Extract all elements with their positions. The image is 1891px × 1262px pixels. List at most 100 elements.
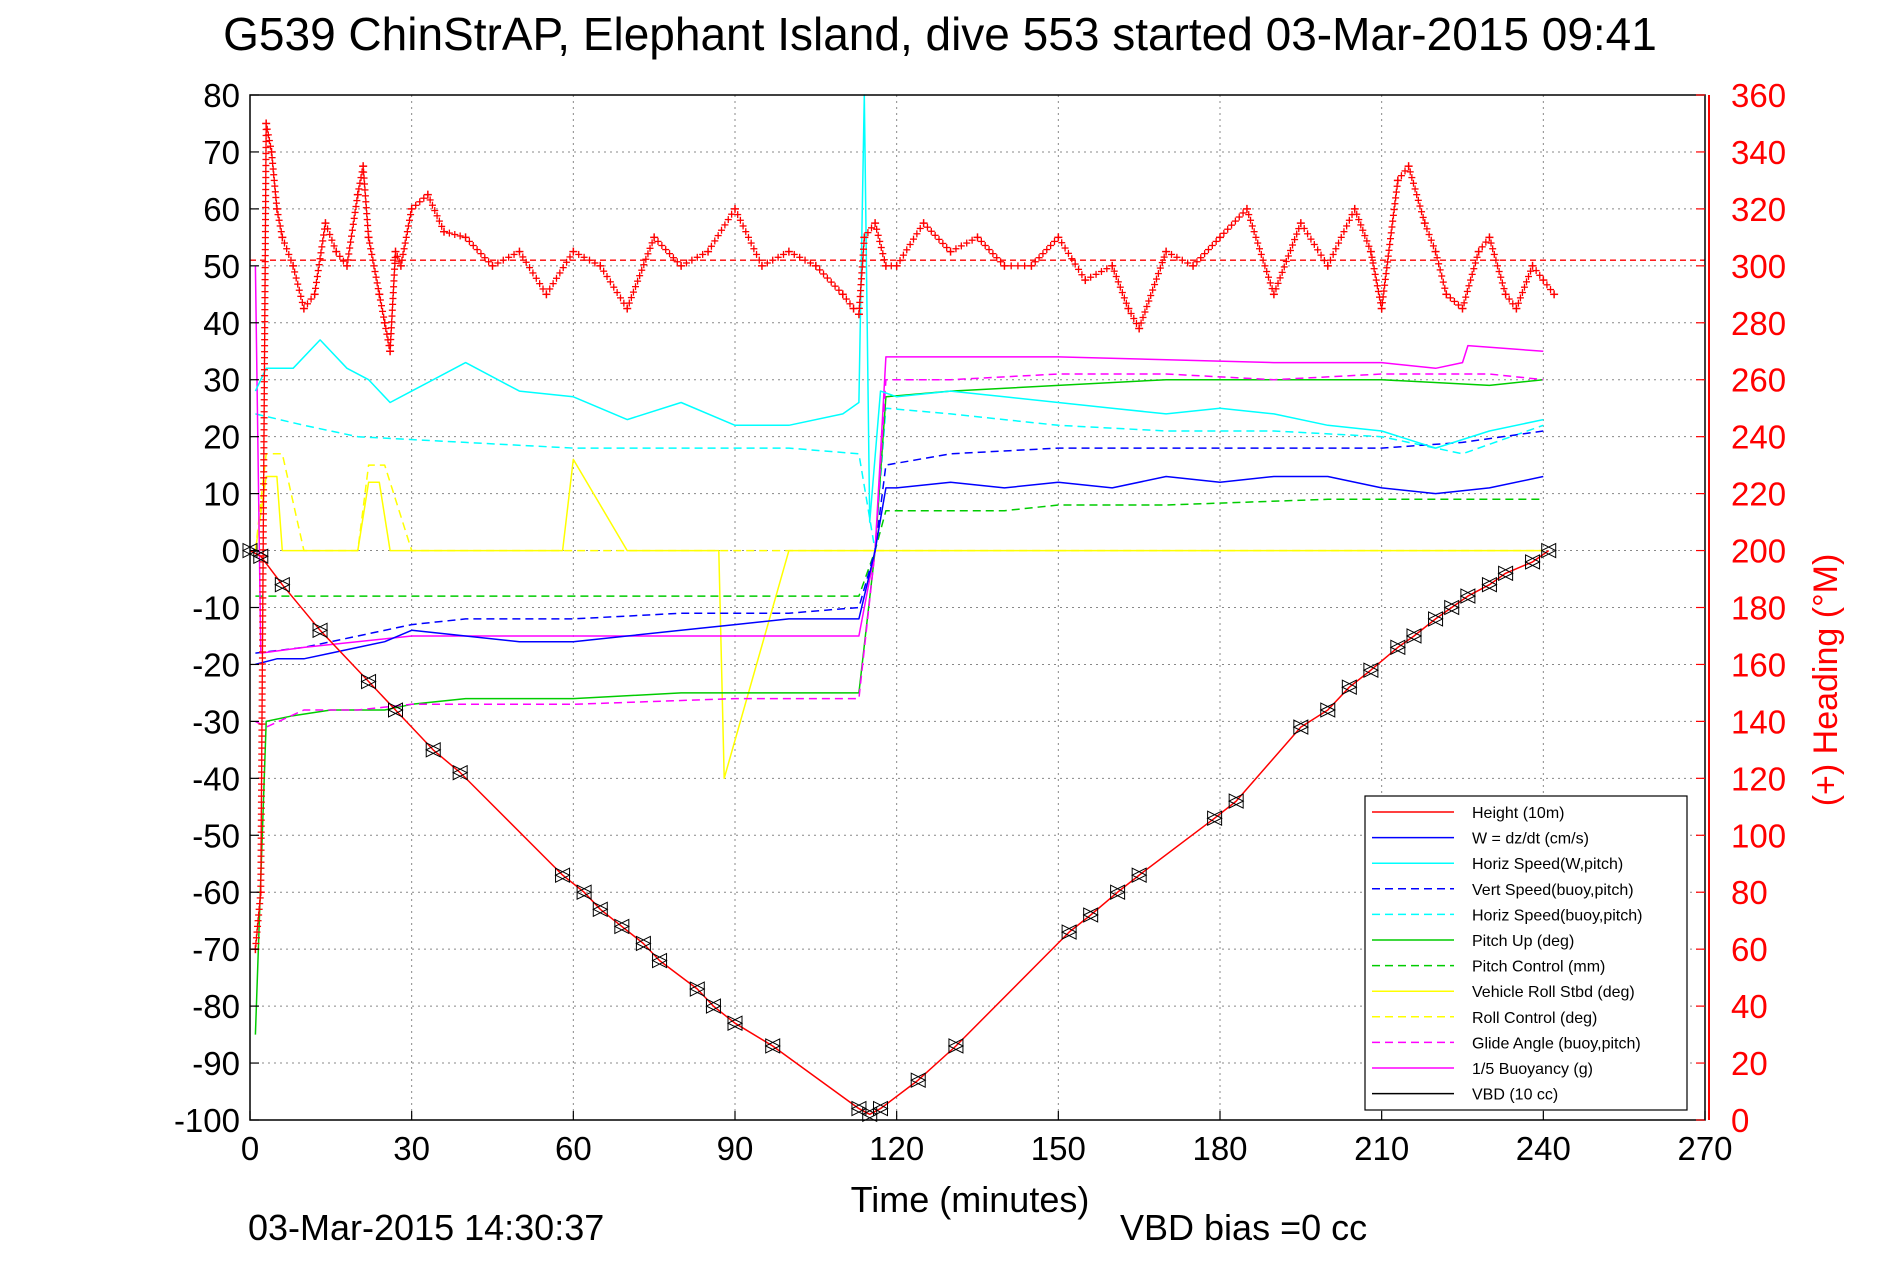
heading-markers xyxy=(251,119,1559,954)
x-tick-label: 0 xyxy=(241,1130,259,1167)
right-axis-label: (+) Heading (°M) xyxy=(1807,554,1845,807)
plot-area xyxy=(241,94,1706,1123)
height-marker-right xyxy=(388,702,404,718)
y-tick-label: -100 xyxy=(174,1102,240,1139)
legend-box xyxy=(1364,795,1688,1111)
x-tick-label: 180 xyxy=(1192,1130,1247,1167)
height-marker-right xyxy=(1341,679,1358,696)
legend-label: Pitch Control (mm) xyxy=(1472,959,1605,976)
height-marker-right xyxy=(555,867,571,883)
y2-tick-label: 80 xyxy=(1731,874,1768,911)
height-marker-right xyxy=(576,884,593,901)
y-tick-label: -10 xyxy=(192,590,240,627)
series-layer xyxy=(249,94,1550,1116)
series-line xyxy=(255,430,1544,654)
y-tick-label: 30 xyxy=(203,362,240,399)
y-tick-label: -60 xyxy=(192,874,240,911)
height-marker-right xyxy=(1228,793,1245,809)
x-tick-label: 240 xyxy=(1516,1130,1571,1167)
series-line xyxy=(254,94,1544,523)
height-marker-right xyxy=(1390,639,1406,656)
series-line xyxy=(254,453,1544,552)
height-marker-right xyxy=(1083,907,1099,923)
series-line xyxy=(254,378,1544,1035)
series-line xyxy=(255,475,1544,666)
y2-tick-label: 220 xyxy=(1731,476,1786,513)
series-line xyxy=(249,549,1550,1116)
y-tick-label: -40 xyxy=(192,760,240,797)
height-marker-right xyxy=(1541,542,1557,559)
height-marker-right xyxy=(689,981,706,997)
y2-tick-label: 320 xyxy=(1731,191,1786,228)
y2-tick-label: 340 xyxy=(1731,134,1786,171)
height-marker-right xyxy=(253,548,269,565)
height-marker-right xyxy=(614,918,630,935)
height-marker-right xyxy=(1406,628,1423,644)
legend: Height (10m) W = dz/dt (cm/s) Horiz Speed(… xyxy=(1364,795,1688,1111)
height-marker-right xyxy=(948,1038,965,1054)
height-marker-right xyxy=(635,935,652,952)
height-marker-right xyxy=(851,1100,868,1117)
height-marker-right xyxy=(425,742,442,758)
height-marker-right xyxy=(873,1100,889,1117)
y-tick-label: 50 xyxy=(203,248,240,285)
legend-label: Horiz Speed(W,pitch) xyxy=(1472,856,1623,873)
legend-label: Roll Control (deg) xyxy=(1472,1010,1597,1027)
y-tick-label: 20 xyxy=(203,419,240,456)
height-marker-right xyxy=(862,1106,878,1123)
y2-tick-label: 160 xyxy=(1731,646,1786,683)
height-marker-right xyxy=(1061,924,1078,940)
series-line xyxy=(254,265,1544,654)
y-tick-label: -50 xyxy=(192,817,240,854)
y-tick-label: -90 xyxy=(192,1045,240,1082)
x-tick-label: 120 xyxy=(869,1130,924,1167)
height-marker-right xyxy=(652,952,668,969)
y-tick-label: 0 xyxy=(222,533,240,570)
y2-tick-label: 140 xyxy=(1731,703,1786,740)
height-marker-right xyxy=(274,576,291,593)
series-line xyxy=(255,498,1544,597)
vbd-bias-note: VBD bias =0 cc xyxy=(1120,1207,1367,1248)
legend-label: 1/5 Buoyancy (g) xyxy=(1472,1061,1593,1078)
y2-tick-label: 0 xyxy=(1731,1102,1749,1139)
y2-tick-label: 20 xyxy=(1731,1045,1768,1082)
y-tick-label: 70 xyxy=(203,134,240,171)
height-marker-right xyxy=(1444,599,1460,616)
x-tick-label: 150 xyxy=(1031,1130,1086,1167)
height-marker-right xyxy=(1320,702,1336,718)
y2-tick-label: 180 xyxy=(1731,590,1786,627)
legend-label: Vert Speed(buoy,pitch) xyxy=(1472,882,1634,899)
height-marker-right xyxy=(910,1072,927,1088)
height-marker-right xyxy=(1207,810,1223,827)
legend-label: Horiz Speed(buoy,pitch) xyxy=(1472,907,1642,924)
x-tick-label: 60 xyxy=(555,1130,592,1167)
y-tick-label: -70 xyxy=(192,931,240,968)
height-marker-right xyxy=(592,901,609,918)
height-marker-right xyxy=(1481,576,1498,593)
y2-tick-label: 40 xyxy=(1731,988,1768,1025)
left-axis-ticks: 80 70 60 50 40 30 20 10 0 -10 -20 -30 -40 -50 -60 -70 -8… xyxy=(174,77,259,1139)
legend-entries: Height (10m) W = dz/dt (cm/s) Horiz Speed(… xyxy=(1372,805,1642,1104)
y-tick-label: -20 xyxy=(192,646,240,683)
y2-tick-label: 120 xyxy=(1731,760,1786,797)
height-marker-right xyxy=(765,1038,781,1054)
height-marker-right xyxy=(312,622,329,639)
y-tick-label: 80 xyxy=(203,77,240,114)
y-tick-label: 60 xyxy=(203,191,240,228)
height-marker-right xyxy=(727,1015,744,1032)
height-marker-right xyxy=(1428,611,1444,627)
height-marker-right xyxy=(361,673,377,690)
x-tick-label: 270 xyxy=(1677,1130,1732,1167)
x-tick-label: 30 xyxy=(393,1130,430,1167)
y2-tick-label: 240 xyxy=(1731,419,1786,456)
y2-tick-label: 100 xyxy=(1731,817,1786,854)
height-marker-right xyxy=(705,998,722,1014)
y-tick-label: -80 xyxy=(192,988,240,1025)
y2-tick-label: 360 xyxy=(1731,77,1786,114)
height-marker-right xyxy=(1498,565,1514,582)
x-tick-label: 90 xyxy=(717,1130,754,1167)
y2-tick-label: 200 xyxy=(1731,533,1786,570)
legend-label: Glide Angle (buoy,pitch) xyxy=(1472,1035,1641,1052)
y2-tick-label: 280 xyxy=(1731,305,1786,342)
legend-label: W = dz/dt (cm/s) xyxy=(1472,831,1589,848)
